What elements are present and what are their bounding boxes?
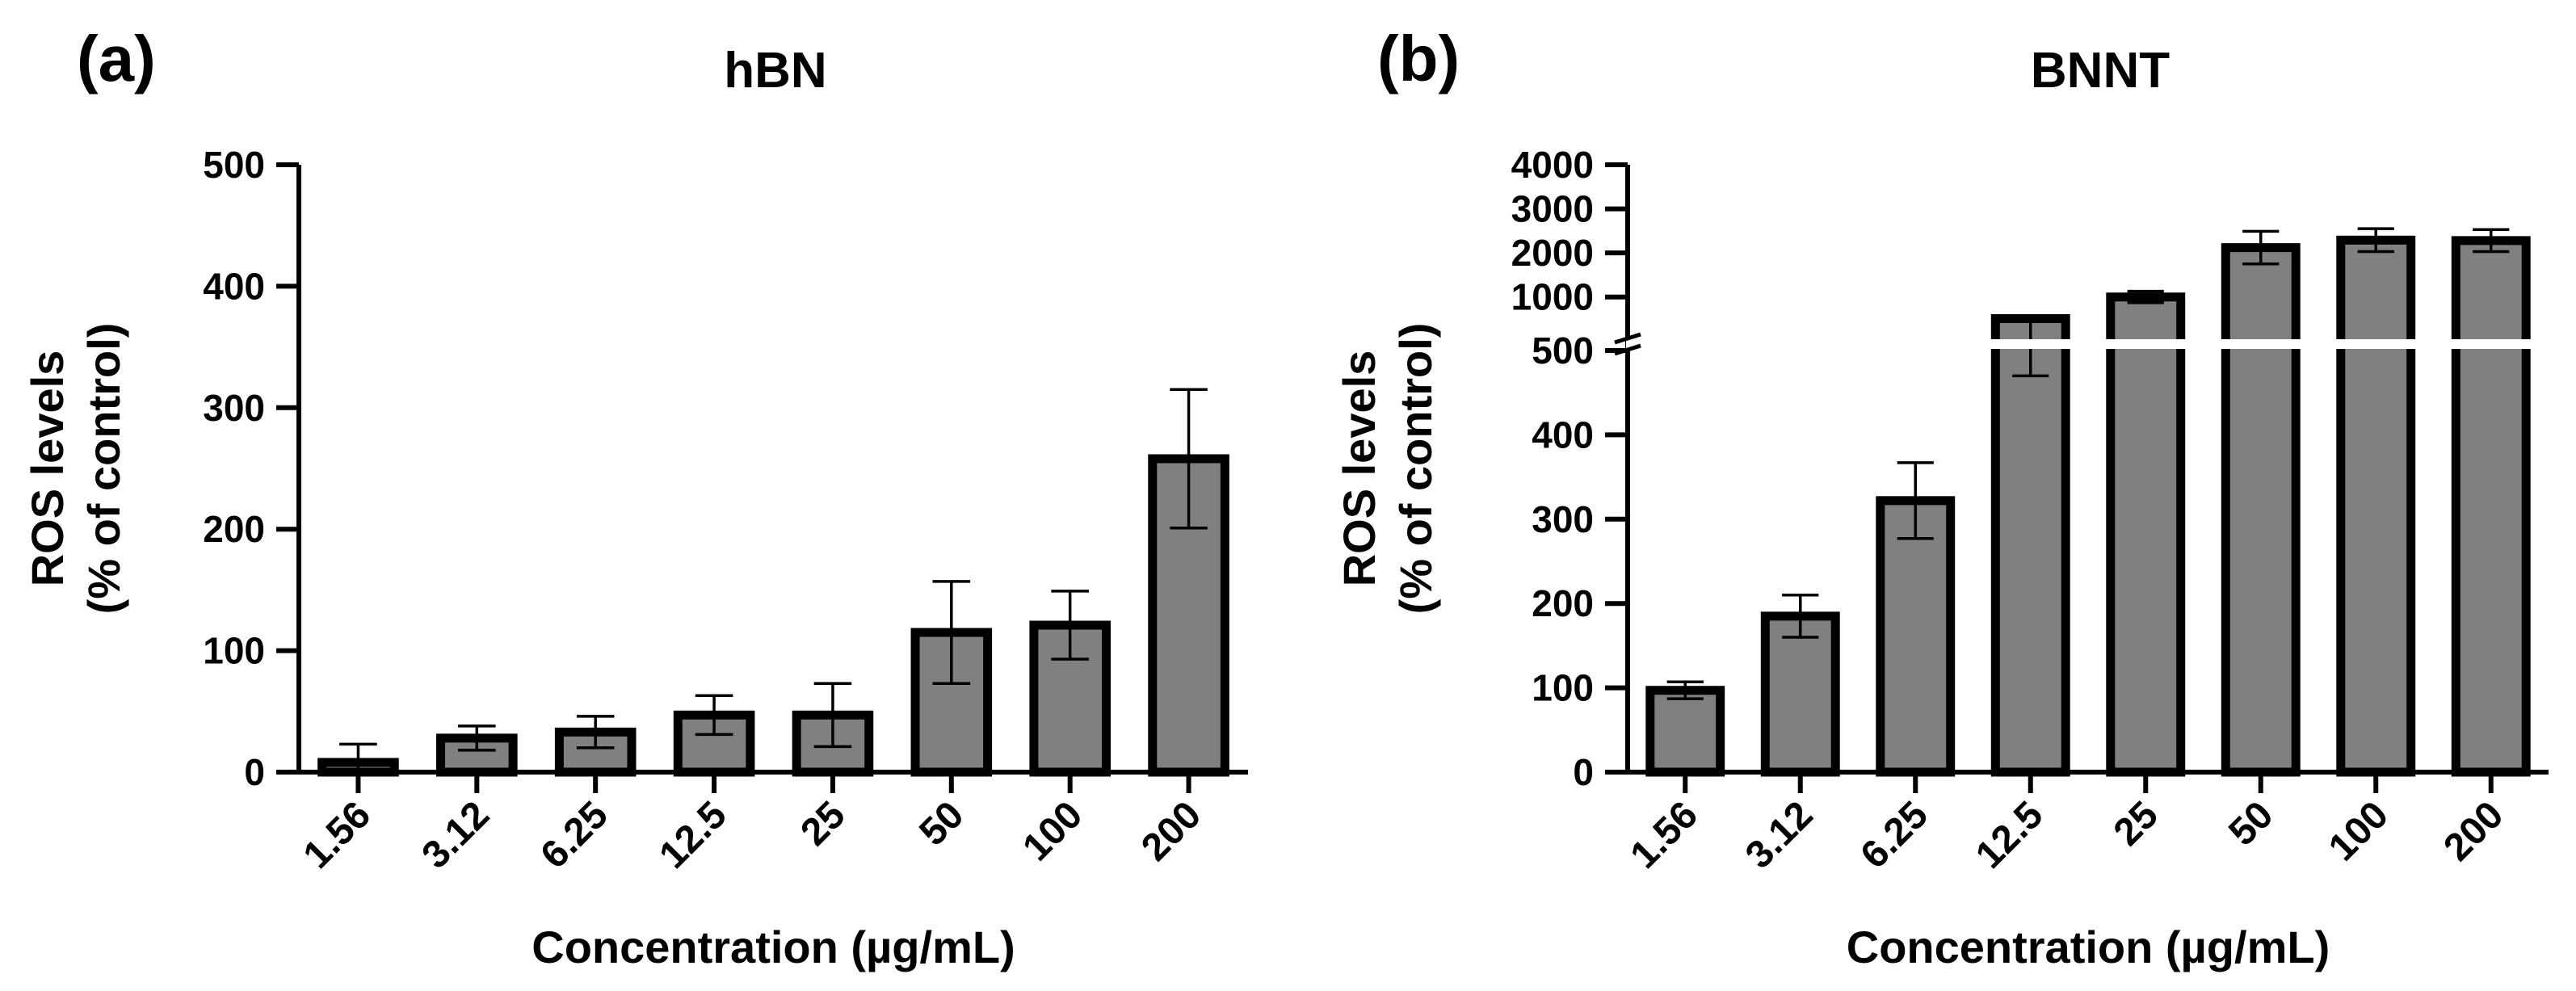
x-tick-label: 200 xyxy=(2435,793,2511,869)
x-tick-label: 1.56 xyxy=(296,793,380,877)
x-tick-label: 6.25 xyxy=(1852,793,1936,877)
axis-break-gap xyxy=(1626,339,2555,349)
panel-a-hbn: (a) hBN ROS levels (% of control) Concentrat… xyxy=(22,23,1248,972)
y-tick-label: 0 xyxy=(1573,751,1594,793)
axis-break-mark xyxy=(1614,332,1641,345)
x-tick-label: 100 xyxy=(2321,793,2397,869)
x-axis-label: Concentration (µg/mL) xyxy=(532,922,1015,972)
bar xyxy=(2336,235,2416,777)
x-tick-label: 200 xyxy=(1133,793,1209,869)
y-tick-label: 500 xyxy=(203,144,265,186)
x-tick-label: 25 xyxy=(792,793,853,854)
y-tick-label: 2000 xyxy=(1511,232,1594,274)
y-tick-label: 3000 xyxy=(1511,188,1594,230)
bar xyxy=(1876,496,1956,777)
panel-label: (a) xyxy=(77,23,156,94)
y-tick-label: 300 xyxy=(1532,498,1594,540)
x-tick-label: 1.56 xyxy=(1622,793,1706,877)
x-tick-label: 6.25 xyxy=(532,793,616,877)
bar xyxy=(2106,292,2186,777)
y-axis-label-line1: ROS levels xyxy=(22,351,73,587)
y-axis-label-line2: (% of control) xyxy=(1390,323,1441,615)
x-tick-label: 50 xyxy=(911,793,972,854)
bar xyxy=(2451,236,2531,777)
bar xyxy=(1760,611,1840,777)
x-tick-label: 50 xyxy=(2221,793,2281,854)
x-tick-label: 100 xyxy=(1015,793,1090,869)
bar xyxy=(1990,313,2070,777)
y-tick-label: 100 xyxy=(1532,667,1594,709)
x-axis-label: Concentration (µg/mL) xyxy=(1847,922,2330,972)
x-tick-label: 12.5 xyxy=(1968,793,2052,877)
y-tick-label: 1000 xyxy=(1511,276,1594,318)
x-tick-label: 12.5 xyxy=(651,793,735,877)
bar xyxy=(1645,686,1725,777)
y-tick-label: 0 xyxy=(244,751,265,793)
y-tick-label: 200 xyxy=(203,508,265,550)
y-tick-label: 4000 xyxy=(1511,144,1594,186)
y-tick-label: 100 xyxy=(203,630,265,672)
y-tick-label: 200 xyxy=(1532,582,1594,624)
panel-b-bnnt: (b) BNNT ROS levels (% of control) Concentra… xyxy=(1334,23,2555,972)
panel-label: (b) xyxy=(1377,23,1460,94)
bar xyxy=(2221,243,2301,777)
y-tick-label: 500 xyxy=(1532,330,1594,372)
y-axis-label-line1: ROS levels xyxy=(1334,351,1385,587)
y-axis-label-line2: (% of control) xyxy=(78,323,129,615)
y-tick-label: 400 xyxy=(1532,414,1594,456)
y-tick-label: 400 xyxy=(203,265,265,307)
axis-break-mark xyxy=(1614,343,1641,356)
y-tick-label: 300 xyxy=(203,387,265,429)
chart-title: hBN xyxy=(724,43,826,99)
x-tick-label: 3.12 xyxy=(1738,793,1822,877)
x-tick-label: 25 xyxy=(2106,793,2166,854)
x-tick-label: 3.12 xyxy=(414,793,498,877)
chart-title: BNNT xyxy=(2031,43,2170,99)
y-axis-label: ROS levels (% of control) xyxy=(1334,323,1441,615)
y-axis-label: ROS levels (% of control) xyxy=(22,323,129,615)
